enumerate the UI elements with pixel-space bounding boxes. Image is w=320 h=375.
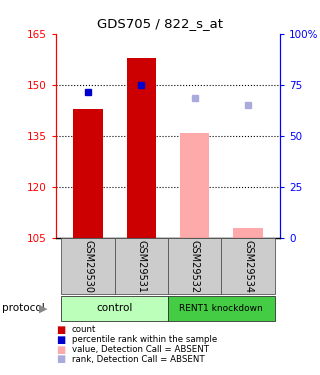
Text: control: control [96, 303, 133, 313]
Text: count: count [72, 326, 96, 334]
Bar [233, 228, 263, 238]
Text: ■: ■ [56, 325, 65, 335]
Text: RENT1 knockdown: RENT1 knockdown [180, 304, 263, 313]
FancyBboxPatch shape [61, 296, 168, 321]
Text: ■: ■ [56, 345, 65, 354]
Text: percentile rank within the sample: percentile rank within the sample [72, 335, 217, 344]
FancyBboxPatch shape [168, 238, 221, 294]
Text: GDS705 / 822_s_at: GDS705 / 822_s_at [97, 17, 223, 30]
Text: GSM29532: GSM29532 [190, 240, 200, 293]
Bar [180, 132, 209, 238]
FancyBboxPatch shape [61, 238, 115, 294]
Text: ▶: ▶ [39, 303, 47, 313]
Text: protocol: protocol [2, 303, 44, 313]
Bar [73, 109, 103, 238]
Text: GSM29534: GSM29534 [243, 240, 253, 293]
Bar [127, 58, 156, 238]
Text: rank, Detection Call = ABSENT: rank, Detection Call = ABSENT [72, 355, 204, 364]
Text: GSM29530: GSM29530 [83, 240, 93, 293]
FancyBboxPatch shape [115, 238, 168, 294]
Text: ■: ■ [56, 354, 65, 364]
Text: value, Detection Call = ABSENT: value, Detection Call = ABSENT [72, 345, 209, 354]
Text: GSM29531: GSM29531 [136, 240, 146, 293]
FancyBboxPatch shape [168, 296, 275, 321]
Text: ■: ■ [56, 335, 65, 345]
FancyBboxPatch shape [221, 238, 275, 294]
